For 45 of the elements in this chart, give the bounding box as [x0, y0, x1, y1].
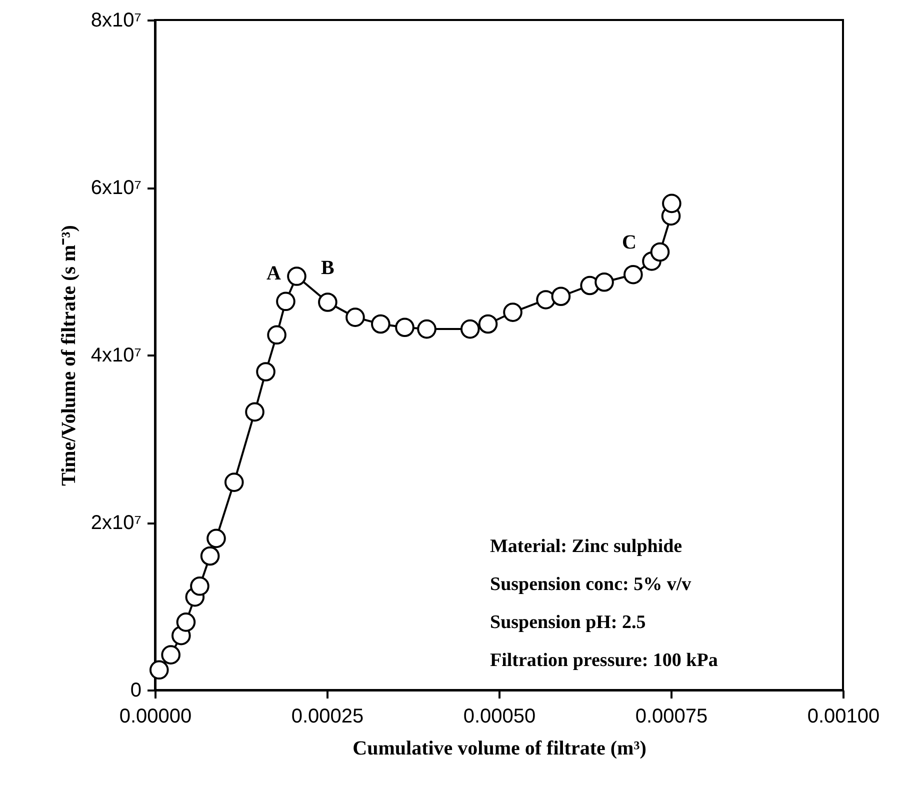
y-tick-label: 2x10⁷ — [90, 512, 142, 534]
point — [395, 318, 414, 338]
x-tick-label: 0.00075 — [635, 706, 708, 728]
annotation: A — [266, 262, 282, 284]
point — [224, 472, 244, 492]
point — [536, 290, 556, 310]
x-tick-label: 0.00050 — [463, 706, 536, 728]
point — [371, 314, 390, 334]
point — [594, 272, 614, 292]
y-tick-label: 8x10⁷ — [90, 10, 142, 32]
y-tick-label: 0 — [130, 680, 142, 702]
point — [176, 612, 196, 632]
point — [245, 402, 264, 422]
y-tick-label: 6x10⁷ — [90, 177, 142, 199]
annotation: C — [622, 232, 636, 254]
point — [149, 660, 169, 680]
y-axis-title: Time/Volume of filtrate (s m⁻³) — [58, 225, 80, 486]
point — [161, 645, 180, 664]
point — [624, 264, 643, 284]
y-tick-label: 4x10⁷ — [90, 344, 142, 366]
point — [346, 308, 365, 327]
point — [287, 266, 306, 286]
annotation: B — [321, 257, 334, 280]
x-axis-title: Cumulative volume of filtrate (m³) — [352, 738, 646, 760]
point — [551, 286, 571, 306]
x-tick-label: 0.00100 — [807, 706, 880, 728]
point — [417, 319, 436, 339]
annotation: Material: Zinc sulphide — [490, 536, 682, 557]
point — [650, 242, 670, 262]
point — [206, 528, 226, 548]
point — [200, 546, 220, 566]
point — [662, 194, 682, 214]
annotation: Suspension conc: 5% v/v — [490, 574, 692, 595]
point — [276, 292, 296, 312]
point — [256, 362, 276, 382]
annotation: Filtration pressure: 100 kPa — [490, 650, 718, 671]
point — [478, 314, 498, 334]
x-tick-label: 0.00025 — [291, 706, 364, 728]
x-tick-label: 0.00000 — [119, 706, 192, 728]
point — [460, 319, 480, 339]
point — [267, 325, 286, 345]
point — [318, 292, 338, 312]
point — [190, 576, 210, 596]
point — [503, 302, 522, 322]
annotation: Suspension pH: 2.5 — [490, 612, 646, 633]
